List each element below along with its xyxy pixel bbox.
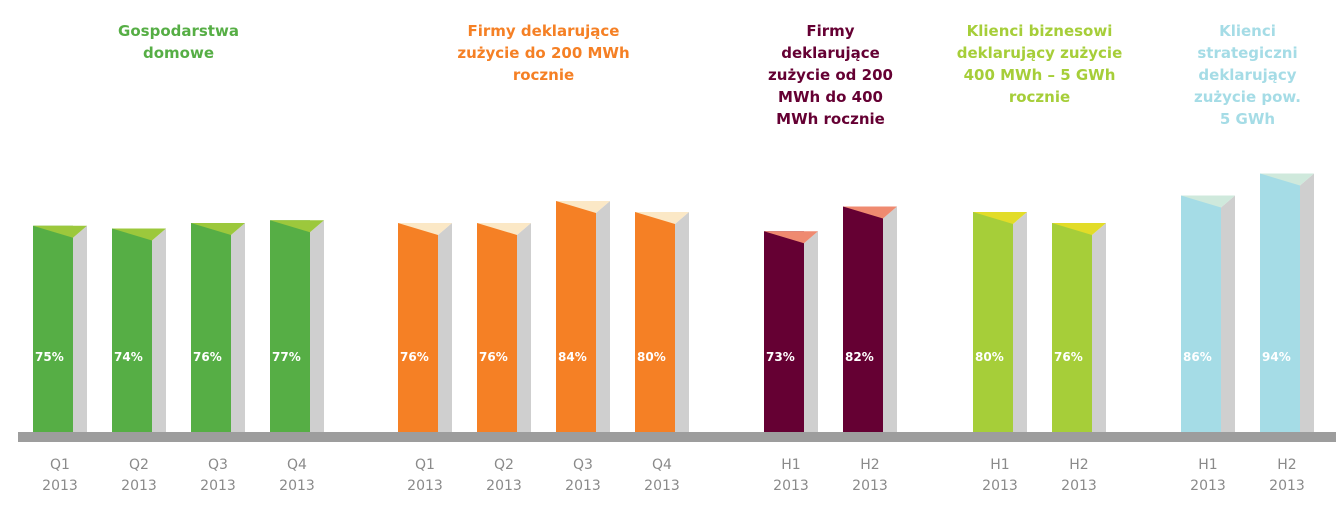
x-tick-label: H1 2013 bbox=[1190, 457, 1226, 494]
bar-side bbox=[73, 225, 87, 432]
bar bbox=[191, 223, 231, 432]
bar-side bbox=[1221, 195, 1235, 432]
x-tick-label: Q4 2013 bbox=[644, 457, 680, 494]
value-label: 76% bbox=[1054, 350, 1083, 364]
group-title: Klienci biznesowi deklarujący zużycie 40… bbox=[956, 22, 1123, 106]
bar bbox=[112, 228, 152, 432]
bar bbox=[973, 212, 1013, 432]
bar bbox=[33, 225, 73, 432]
value-label: 74% bbox=[114, 350, 143, 364]
bar bbox=[270, 220, 310, 432]
bar-top bbox=[477, 223, 531, 235]
x-tick-label: H1 2013 bbox=[982, 457, 1018, 494]
value-label: 94% bbox=[1262, 350, 1291, 364]
bar bbox=[477, 223, 517, 432]
bar-top bbox=[556, 201, 610, 213]
bar-side bbox=[675, 212, 689, 432]
bar-top bbox=[270, 220, 324, 233]
value-label: 82% bbox=[845, 350, 874, 364]
value-label: 77% bbox=[272, 350, 301, 364]
x-tick-label: Q3 2013 bbox=[200, 457, 236, 494]
bar-side bbox=[1092, 223, 1106, 432]
bar-side bbox=[1300, 173, 1314, 432]
bar-side bbox=[1013, 212, 1027, 432]
bar bbox=[556, 201, 596, 432]
bar bbox=[1052, 223, 1092, 432]
bar-side bbox=[438, 223, 452, 432]
x-tick-label: Q2 2013 bbox=[121, 457, 157, 494]
bar-top bbox=[843, 206, 897, 219]
value-label: 86% bbox=[1183, 350, 1212, 364]
value-label: 76% bbox=[193, 350, 222, 364]
bar-top bbox=[33, 225, 87, 238]
bar-top bbox=[764, 231, 818, 244]
x-tick-label: H1 2013 bbox=[773, 457, 809, 494]
value-label: 75% bbox=[35, 350, 64, 364]
value-label: 73% bbox=[766, 350, 795, 364]
x-tick-label: Q2 2013 bbox=[486, 457, 522, 494]
x-tick-label: H2 2013 bbox=[1269, 457, 1305, 494]
value-label: 84% bbox=[558, 350, 587, 364]
bar bbox=[1181, 195, 1221, 432]
bar-top bbox=[635, 212, 689, 224]
bar-top bbox=[398, 223, 452, 235]
bar-top bbox=[112, 228, 166, 241]
bar-side bbox=[517, 223, 531, 432]
value-label: 80% bbox=[975, 350, 1004, 364]
bar bbox=[635, 212, 675, 432]
bar-side bbox=[804, 231, 818, 432]
x-tick-label: Q4 2013 bbox=[279, 457, 315, 494]
value-label: 80% bbox=[637, 350, 666, 364]
bar-top bbox=[191, 223, 245, 235]
value-label: 76% bbox=[479, 350, 508, 364]
bar bbox=[398, 223, 438, 432]
baseline bbox=[18, 432, 1336, 442]
group-title: Gospodarstwa domowe bbox=[118, 22, 239, 62]
group-title: Firmy deklarujące zużycie do 200 MWh roc… bbox=[457, 22, 630, 84]
bar-top bbox=[1181, 195, 1235, 208]
bar bbox=[843, 206, 883, 432]
x-tick-label: H2 2013 bbox=[1061, 457, 1097, 494]
bar-side bbox=[310, 220, 324, 432]
bar-top bbox=[1260, 173, 1314, 186]
bar-side bbox=[883, 206, 897, 432]
x-tick-label: Q1 2013 bbox=[42, 457, 78, 494]
x-tick-label: Q1 2013 bbox=[407, 457, 443, 494]
x-tick-label: Q3 2013 bbox=[565, 457, 601, 494]
bar-side bbox=[596, 201, 610, 432]
bar-top bbox=[973, 212, 1027, 224]
bar-side bbox=[152, 228, 166, 432]
value-label: 76% bbox=[400, 350, 429, 364]
bar bbox=[1260, 173, 1300, 432]
group-title: Firmy deklarujące zużycie od 200 MWh do … bbox=[768, 22, 893, 128]
bar-side bbox=[231, 223, 245, 432]
x-tick-label: H2 2013 bbox=[852, 457, 888, 494]
group-title: Klienci strategiczni deklarujący zużycie… bbox=[1194, 22, 1301, 128]
bar bbox=[764, 231, 804, 432]
bar-top bbox=[1052, 223, 1106, 235]
